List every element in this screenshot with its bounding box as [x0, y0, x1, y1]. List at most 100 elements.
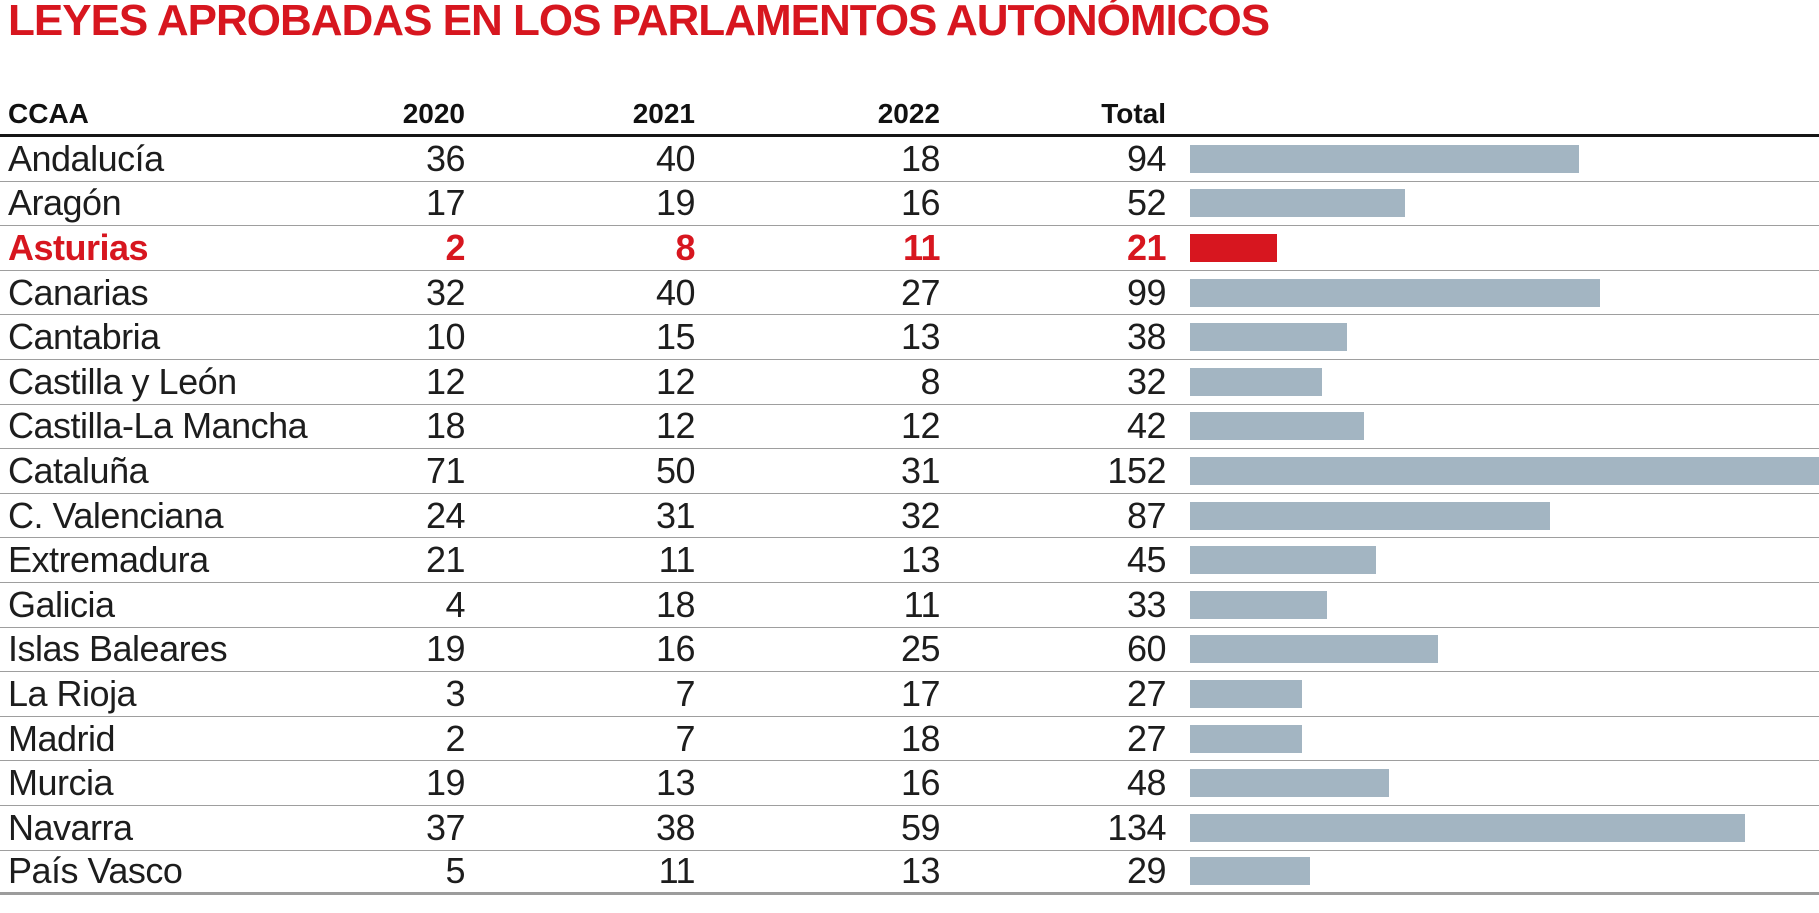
value-total: 48 — [1126, 762, 1167, 804]
table-row: Castilla y León 12 12 8 32 — [0, 360, 1819, 405]
table-body: Andalucía 36 40 18 94 Aragón 17 19 16 52 Asturias 2… — [0, 137, 1819, 896]
value-2021: 13 — [655, 762, 696, 804]
total-bar — [1190, 189, 1406, 218]
row-label-ccaa: Asturias — [8, 226, 149, 268]
page-title: LEYES APROBADAS EN LOS PARLAMENTOS AUTON… — [8, 0, 1270, 45]
value-2022: 17 — [900, 672, 941, 714]
value-total: 27 — [1126, 672, 1167, 714]
row-label-ccaa: Castilla y León — [8, 360, 237, 402]
value-2021: 16 — [655, 628, 696, 670]
value-2021: 19 — [655, 182, 696, 224]
table-row: Murcia 19 13 16 48 — [0, 761, 1819, 806]
table-row: Extremadura 21 11 13 45 — [0, 538, 1819, 583]
row-label-ccaa: Castilla-La Mancha — [8, 405, 308, 447]
value-total: 33 — [1126, 583, 1167, 625]
value-2021: 7 — [675, 672, 695, 714]
value-2022: 59 — [900, 806, 941, 848]
total-bar — [1190, 635, 1439, 664]
total-bar — [1190, 857, 1310, 886]
table-row: C. Valenciana 24 31 32 87 — [0, 494, 1819, 539]
value-total: 45 — [1126, 539, 1167, 581]
table-row: Asturias 2 8 11 21 — [0, 226, 1819, 271]
cropped-headline-text: LEYES APROBADAS EN LOS PARLAMENTOS AUTON… — [8, 0, 1248, 4]
value-2020: 19 — [425, 628, 466, 670]
value-total: 29 — [1126, 850, 1167, 892]
value-2021: 7 — [675, 717, 695, 759]
row-label-ccaa: La Rioja — [8, 672, 137, 714]
total-bar — [1190, 233, 1277, 262]
value-2021: 18 — [655, 583, 696, 625]
value-2020: 71 — [425, 449, 466, 491]
value-total: 32 — [1126, 360, 1167, 402]
value-2021: 8 — [675, 226, 695, 268]
row-label-ccaa: Cataluña — [8, 449, 149, 491]
cropped-headline-strip: LEYES APROBADAS EN LOS PARLAMENTOS AUTON… — [8, 0, 1248, 4]
value-2020: 32 — [425, 271, 466, 313]
row-label-ccaa: Galicia — [8, 583, 115, 625]
total-bar — [1190, 590, 1327, 619]
row-label-ccaa: Aragón — [8, 182, 122, 224]
value-total: 99 — [1126, 271, 1167, 313]
row-label-ccaa: País Vasco — [8, 850, 183, 892]
row-label-ccaa: Madrid — [8, 717, 116, 759]
total-bar — [1190, 323, 1348, 352]
value-2022: 13 — [900, 850, 941, 892]
value-2020: 3 — [445, 672, 465, 714]
value-2020: 2 — [445, 717, 465, 759]
value-2022: 8 — [920, 360, 940, 402]
value-total: 94 — [1126, 137, 1167, 179]
column-header-2020: 2020 — [402, 98, 465, 129]
total-bar — [1190, 501, 1550, 530]
table-row: Navarra 37 38 59 134 — [0, 806, 1819, 851]
total-bar — [1190, 769, 1389, 798]
total-bar — [1190, 144, 1579, 173]
table-row: Castilla-La Mancha 18 12 12 42 — [0, 405, 1819, 450]
value-2020: 36 — [425, 137, 466, 179]
value-2021: 31 — [655, 494, 696, 536]
column-header-ccaa: CCAA — [8, 98, 89, 129]
total-bar — [1190, 679, 1302, 708]
value-2022: 27 — [900, 271, 941, 313]
value-2020: 37 — [425, 806, 466, 848]
value-2022: 13 — [900, 539, 941, 581]
value-2020: 12 — [425, 360, 466, 402]
total-bar — [1190, 546, 1377, 575]
total-bar — [1190, 813, 1745, 842]
column-header-2021: 2021 — [632, 98, 695, 129]
value-2022: 25 — [900, 628, 941, 670]
row-label-ccaa: Navarra — [8, 806, 133, 848]
table-row: Canarias 32 40 27 99 — [0, 271, 1819, 316]
value-2021: 12 — [655, 360, 696, 402]
value-2022: 16 — [900, 182, 941, 224]
table-row: Galicia 4 18 11 33 — [0, 583, 1819, 628]
value-total: 134 — [1107, 806, 1166, 848]
value-2020: 5 — [445, 850, 465, 892]
value-total: 38 — [1126, 316, 1167, 358]
column-header-2022: 2022 — [877, 98, 940, 129]
table-header: CCAA 2020 2021 2022 Total — [0, 96, 1819, 137]
value-total: 42 — [1126, 405, 1167, 447]
value-2021: 40 — [655, 137, 696, 179]
value-2021: 50 — [655, 449, 696, 491]
row-label-ccaa: C. Valenciana — [8, 494, 223, 536]
total-bar — [1190, 278, 1600, 307]
table-row: Cantabria 10 15 13 38 — [0, 315, 1819, 360]
row-label-ccaa: Andalucía — [8, 137, 164, 179]
value-2020: 24 — [425, 494, 466, 536]
row-label-ccaa: Islas Baleares — [8, 628, 228, 670]
value-2022: 18 — [900, 137, 941, 179]
value-total: 21 — [1126, 226, 1167, 268]
value-2022: 13 — [900, 316, 941, 358]
value-2021: 12 — [655, 405, 696, 447]
value-total: 87 — [1126, 494, 1167, 536]
row-label-ccaa: Canarias — [8, 271, 149, 313]
value-total: 27 — [1126, 717, 1167, 759]
value-2022: 11 — [903, 583, 941, 625]
value-2021: 11 — [658, 850, 696, 892]
value-2022: 31 — [900, 449, 941, 491]
value-2022: 32 — [900, 494, 941, 536]
total-bar — [1190, 724, 1302, 753]
value-2021: 38 — [655, 806, 696, 848]
value-total: 52 — [1126, 182, 1167, 224]
row-label-ccaa: Extremadura — [8, 539, 209, 581]
